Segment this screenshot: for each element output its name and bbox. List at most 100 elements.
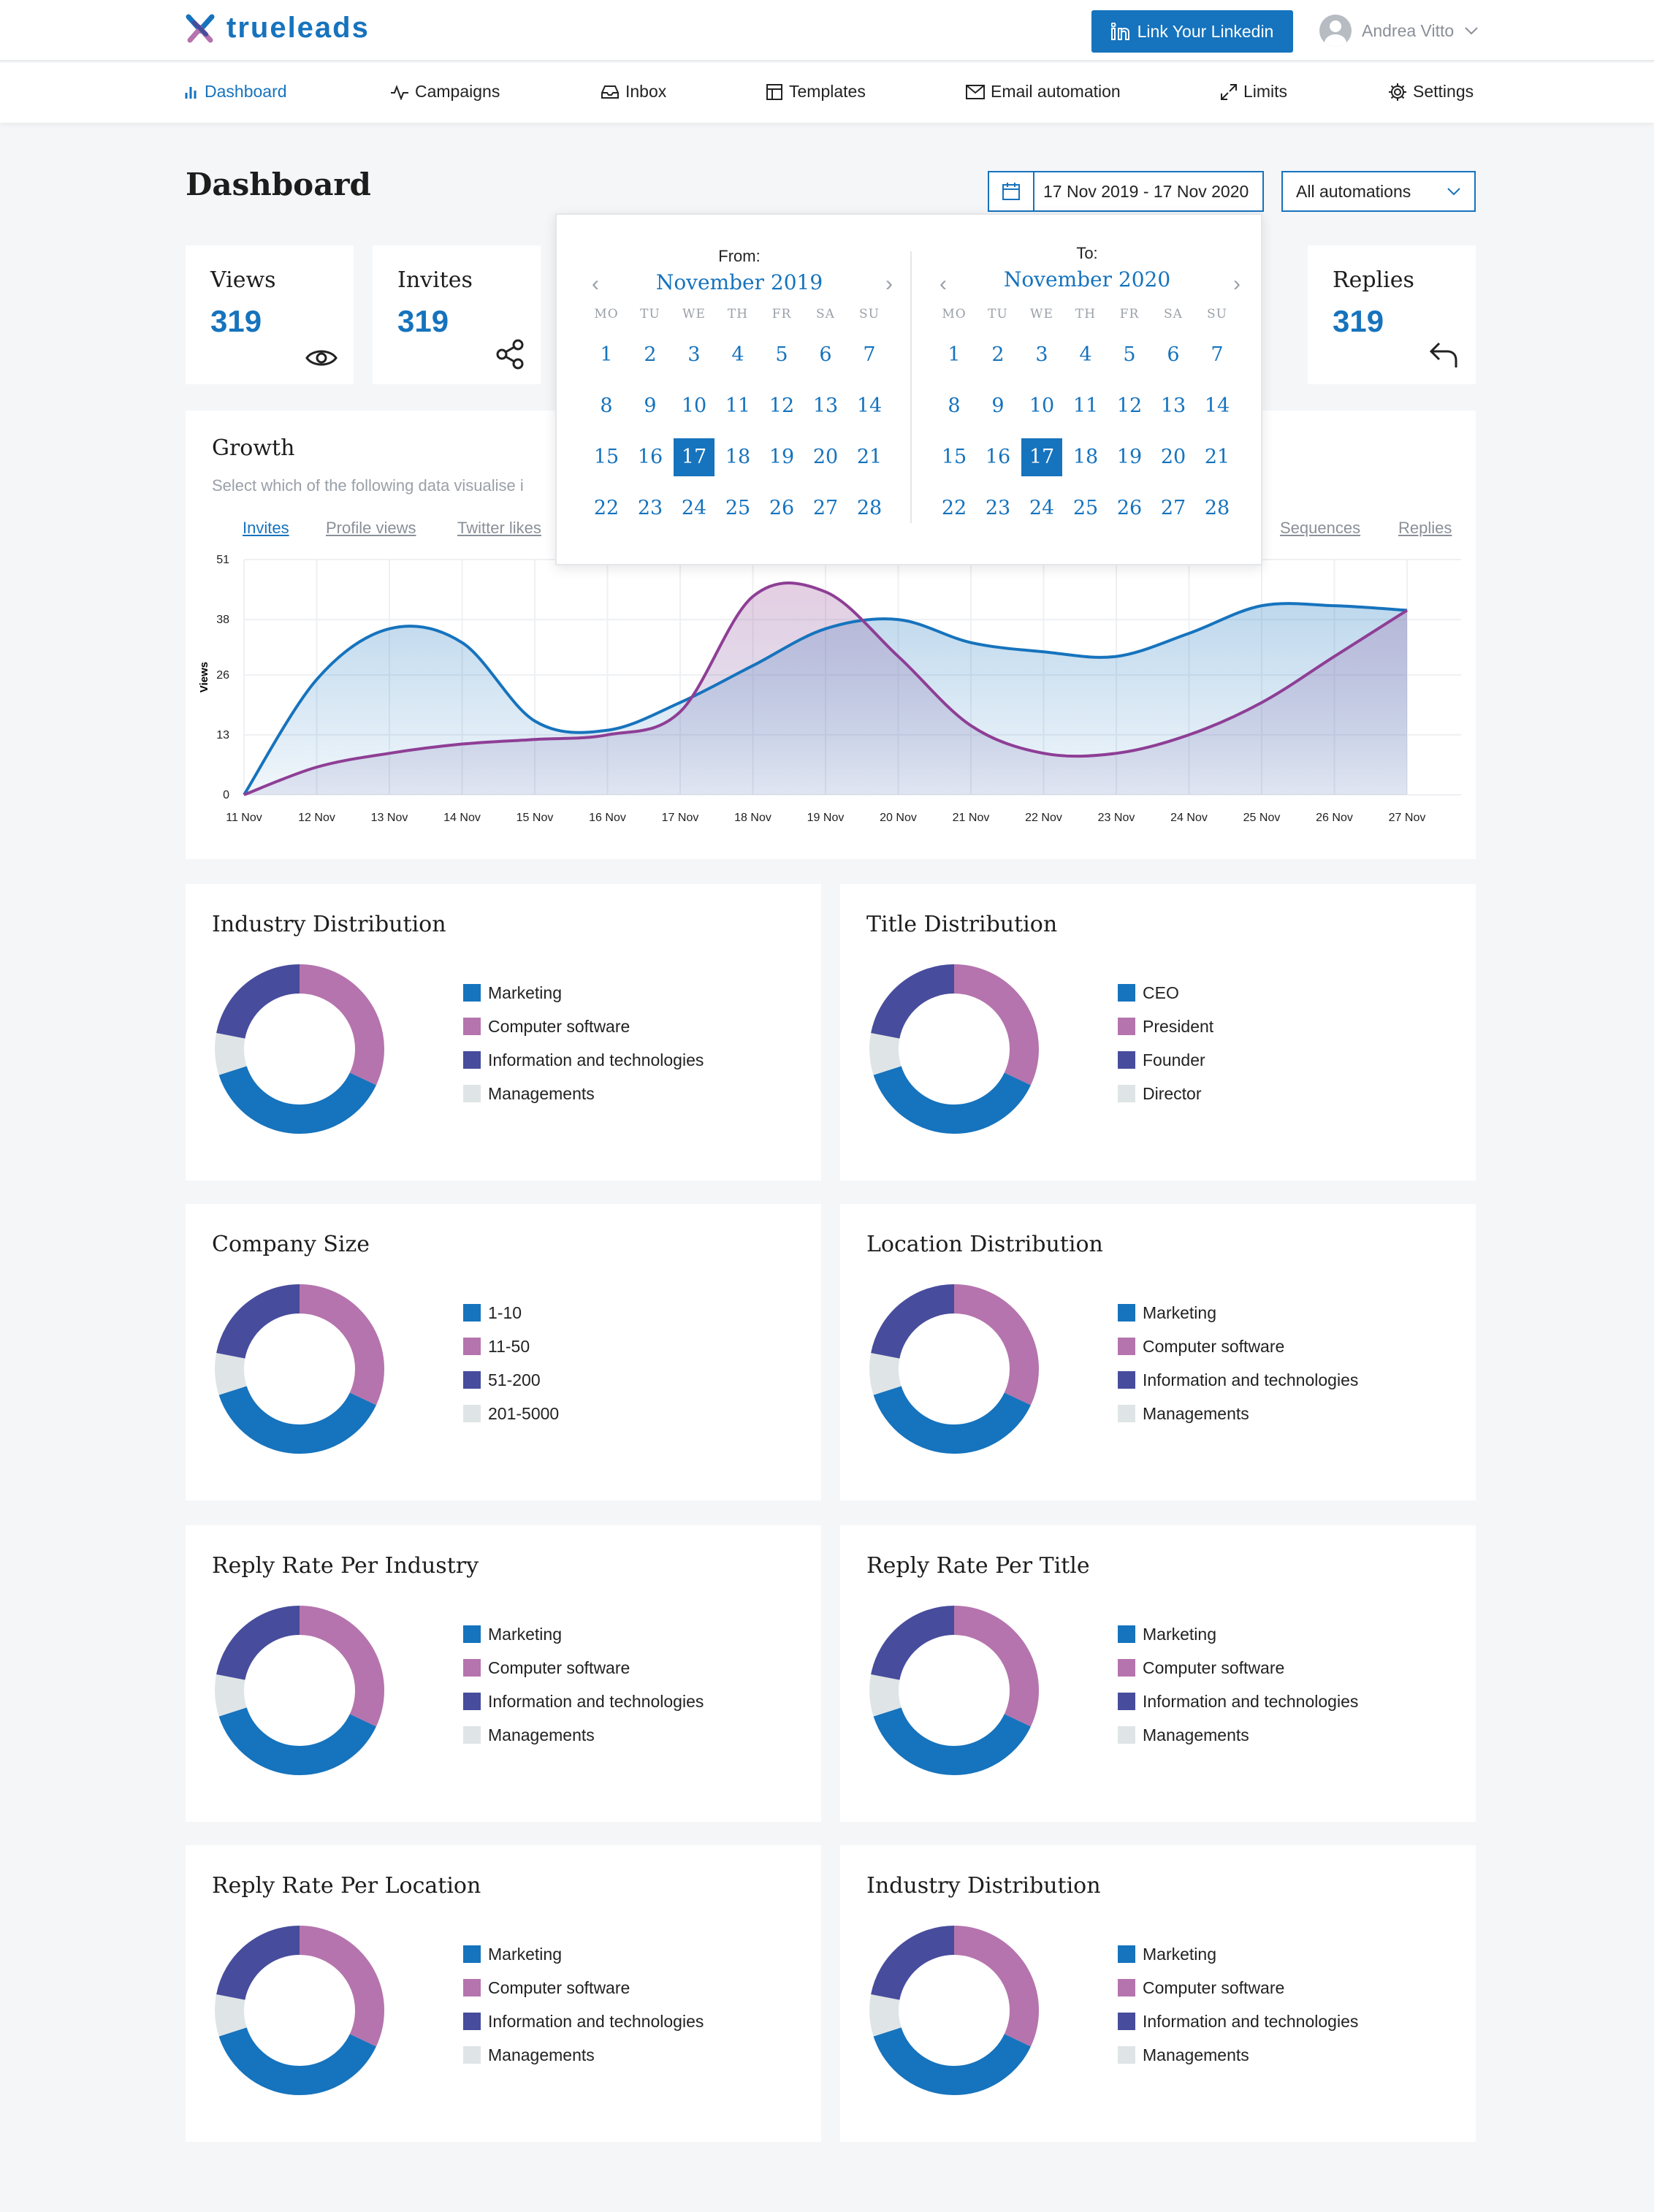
chevron-left-icon[interactable]: ‹ (592, 272, 599, 296)
donut-segment-information-and-technologies[interactable] (869, 1284, 1039, 1454)
donut-segment-marketing[interactable] (869, 1606, 1039, 1775)
donut-segment-information-and-technologies[interactable] (215, 1606, 384, 1775)
donut-segment-founder[interactable] (869, 964, 1039, 1134)
calendar-day[interactable]: 16 (985, 446, 1011, 468)
calendar-day[interactable]: 18 (725, 446, 751, 468)
calendar-day[interactable]: 11 (725, 394, 751, 417)
calendar-day[interactable]: 20 (812, 446, 839, 468)
calendar-day[interactable]: 22 (941, 497, 967, 519)
calendar-day[interactable]: 24 (1029, 497, 1055, 519)
donut-segment-201-5000[interactable] (215, 1284, 384, 1454)
nav-templates[interactable]: Templates (766, 82, 866, 102)
calendar-day[interactable]: 27 (1160, 497, 1186, 519)
calendar-day[interactable]: 25 (1072, 497, 1099, 519)
calendar-day[interactable]: 14 (856, 394, 883, 417)
stat-card-replies[interactable]: Replies 319 (1308, 245, 1476, 384)
donut-segment-1-10[interactable] (215, 1284, 384, 1454)
calendar-day[interactable]: 13 (812, 394, 839, 417)
calendar-day[interactable]: 6 (1167, 343, 1180, 366)
calendar-day[interactable]: 11 (1072, 394, 1099, 417)
calendar-day[interactable]: 4 (731, 343, 744, 366)
calendar-day[interactable]: 21 (1204, 446, 1230, 468)
calendar-day[interactable]: 8 (600, 394, 613, 417)
calendar-day[interactable]: 4 (1079, 343, 1092, 366)
calendar-day[interactable]: 3 (1035, 343, 1048, 366)
calendar-day[interactable]: 15 (593, 446, 620, 468)
donut-segment-information-and-technologies[interactable] (215, 964, 384, 1134)
nav-limits[interactable]: Limits (1220, 82, 1287, 102)
calendar-day[interactable]: 6 (819, 343, 832, 366)
donut-segment-managements[interactable] (215, 1926, 384, 2095)
donut-segment-51-200[interactable] (215, 1284, 384, 1454)
tab-replies[interactable]: Replies (1398, 519, 1452, 537)
donut-segment-managements[interactable] (869, 1284, 1039, 1454)
automation-select[interactable]: All automations (1281, 171, 1476, 212)
series-1-line[interactable] (243, 602, 1408, 796)
calendar-day[interactable]: 25 (725, 497, 751, 519)
chevron-left-icon[interactable]: ‹ (940, 272, 947, 296)
calendar-day[interactable]: 7 (1211, 343, 1224, 366)
donut-segment-information-and-technologies[interactable] (869, 1606, 1039, 1775)
donut-segment-managements[interactable] (869, 1606, 1039, 1775)
user-menu[interactable]: Andrea Vitto (1319, 15, 1479, 47)
calendar-day[interactable]: 2 (991, 343, 1005, 366)
tab-sequences[interactable]: Sequences (1280, 519, 1361, 537)
link-linkedin-button[interactable]: Link Your Linkedin (1091, 10, 1293, 53)
tab-twitter-likes[interactable]: Twitter likes (457, 519, 541, 537)
series-2-line[interactable] (243, 581, 1409, 796)
calendar-day[interactable]: 12 (1116, 394, 1143, 417)
calendar-day[interactable]: 12 (769, 394, 795, 417)
tab-invites[interactable]: Invites (243, 519, 289, 537)
calendar-day[interactable]: 14 (1204, 394, 1230, 417)
donut-segment-managements[interactable] (869, 1926, 1039, 2095)
calendar-day[interactable]: 10 (681, 394, 707, 417)
chevron-right-icon[interactable]: › (885, 272, 893, 296)
calendar-day[interactable]: 26 (769, 497, 795, 519)
calendar-day[interactable]: 19 (1116, 446, 1143, 468)
nav-campaigns[interactable]: Campaigns (390, 82, 500, 102)
calendar-day[interactable]: 3 (687, 343, 701, 366)
donut-segment-director[interactable] (869, 964, 1039, 1134)
calendar-day-selected[interactable]: 17 (1021, 438, 1062, 476)
calendar-day[interactable]: 15 (941, 446, 967, 468)
calendar-day[interactable]: 23 (985, 497, 1011, 519)
nav-settings[interactable]: Settings (1388, 82, 1474, 102)
calendar-day[interactable]: 28 (1204, 497, 1230, 519)
calendar-day[interactable]: 1 (600, 343, 613, 366)
calendar-day[interactable]: 16 (637, 446, 663, 468)
calendar-day[interactable]: 8 (948, 394, 961, 417)
calendar-day[interactable]: 23 (637, 497, 663, 519)
donut-segment-marketing[interactable] (215, 1606, 384, 1775)
calendar-day[interactable]: 22 (593, 497, 620, 519)
donut-segment-information-and-technologies[interactable] (215, 1926, 384, 2095)
donut-segment-marketing[interactable] (215, 964, 384, 1134)
donut-segment-managements[interactable] (215, 1606, 384, 1775)
calendar-day[interactable]: 2 (644, 343, 657, 366)
calendar-day-selected[interactable]: 17 (674, 438, 714, 476)
calendar-day[interactable]: 13 (1160, 394, 1186, 417)
calendar-day[interactable]: 21 (856, 446, 883, 468)
donut-segment-marketing[interactable] (869, 1284, 1039, 1454)
stat-card-invites[interactable]: Invites 319 (373, 245, 541, 384)
calendar-day[interactable]: 5 (1123, 343, 1136, 366)
calendar-day[interactable]: 26 (1116, 497, 1143, 519)
calendar-day[interactable]: 9 (644, 394, 657, 417)
calendar-day[interactable]: 7 (863, 343, 876, 366)
nav-dashboard[interactable]: Dashboard (184, 82, 287, 102)
calendar-day[interactable]: 28 (856, 497, 883, 519)
calendar-day[interactable]: 1 (948, 343, 961, 366)
donut-segment-ceo[interactable] (869, 964, 1039, 1134)
donut-segment-marketing[interactable] (215, 1926, 384, 2095)
nav-email-automation[interactable]: Email automation (966, 82, 1121, 102)
donut-segment-information-and-technologies[interactable] (869, 1926, 1039, 2095)
calendar-day[interactable]: 27 (812, 497, 839, 519)
calendar-day[interactable]: 24 (681, 497, 707, 519)
calendar-day[interactable]: 5 (775, 343, 788, 366)
calendar-day[interactable]: 10 (1029, 394, 1055, 417)
calendar-day[interactable]: 20 (1160, 446, 1186, 468)
nav-inbox[interactable]: Inbox (601, 82, 666, 102)
calendar-day[interactable]: 18 (1072, 446, 1099, 468)
calendar-day[interactable]: 9 (991, 394, 1005, 417)
donut-segment-managements[interactable] (215, 964, 384, 1134)
logo[interactable]: trueleads (184, 12, 370, 45)
